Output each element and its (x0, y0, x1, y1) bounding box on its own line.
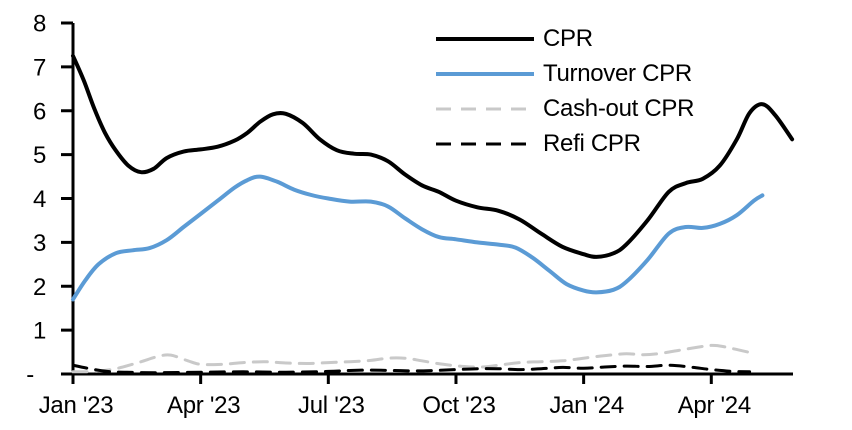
y-axis-tick-label: 5 (33, 142, 46, 169)
y-axis-tick-label: 3 (33, 230, 46, 257)
y-axis-tick-label: 2 (33, 274, 46, 301)
x-axis-tick-label: Jan '24 (549, 392, 624, 419)
x-axis-tick-label: Oct '23 (422, 392, 495, 419)
legend-label-turnover-cpr: Turnover CPR (543, 59, 692, 87)
legend-item-cpr: CPR (436, 21, 694, 56)
y-axis-tick-label: 7 (33, 54, 46, 81)
legend-label-refi-cpr: Refi CPR (543, 129, 641, 157)
x-axis-tick-label: Apr '24 (678, 392, 751, 419)
legend-item-refi-cpr: Refi CPR (436, 126, 694, 161)
legend-label-cpr: CPR (543, 24, 593, 52)
x-axis-tick-label: Jan '23 (39, 392, 114, 419)
y-axis-tick-label: - (26, 362, 34, 389)
legend-swatch-refi-cpr (436, 142, 534, 145)
legend-swatch-cashout-cpr (436, 107, 534, 110)
legend-swatch-turnover-cpr (436, 71, 534, 76)
y-axis-tick-label: 4 (33, 186, 46, 213)
x-axis-tick-label: Jul '23 (298, 392, 365, 419)
series-line-refi-cpr (71, 363, 752, 375)
legend-item-cashout-cpr: Cash-out CPR (436, 91, 694, 126)
legend: CPR Turnover CPR Cash-out CPR Refi CPR (436, 21, 694, 161)
y-axis-tick-label: 6 (33, 98, 46, 125)
series-line-turnover-cpr (71, 174, 765, 302)
legend-swatch-cpr (436, 36, 534, 41)
y-axis-tick-label: 1 (33, 318, 46, 345)
series-line-cash-out-cpr (71, 343, 756, 374)
legend-label-cashout-cpr: Cash-out CPR (543, 94, 695, 122)
y-axis-tick-label: 8 (33, 11, 46, 38)
x-axis-tick-label: Apr '23 (167, 392, 240, 419)
series-line-cpr (71, 53, 795, 259)
legend-item-turnover-cpr: Turnover CPR (436, 56, 694, 91)
